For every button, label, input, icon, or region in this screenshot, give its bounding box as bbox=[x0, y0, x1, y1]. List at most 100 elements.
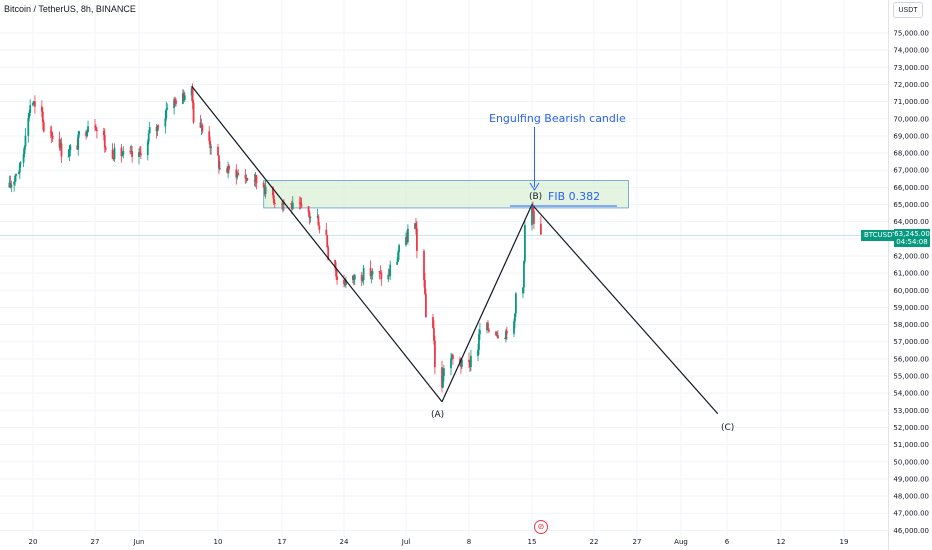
candle-body bbox=[10, 184, 13, 188]
candle-body bbox=[334, 260, 337, 268]
candle-body bbox=[253, 180, 256, 182]
price-axis-label: 53,000.00 bbox=[893, 407, 929, 415]
candle-body bbox=[532, 206, 534, 211]
candle-body bbox=[506, 330, 508, 334]
price-axis-label: 75,000.00 bbox=[893, 30, 929, 38]
time-axis-label: 20 bbox=[29, 538, 38, 546]
candle-body bbox=[460, 364, 462, 367]
candle-body bbox=[244, 175, 247, 179]
candle-body bbox=[336, 276, 338, 280]
candle-body bbox=[308, 212, 311, 218]
candle-body bbox=[272, 195, 275, 203]
price-axis-label: 59,000.00 bbox=[893, 304, 929, 312]
candle-body bbox=[477, 349, 479, 356]
price-axis-label: 55,000.00 bbox=[893, 373, 929, 381]
candle-body bbox=[281, 203, 283, 206]
candle-body bbox=[245, 177, 248, 179]
candle-body bbox=[405, 237, 407, 246]
candle-body bbox=[327, 247, 330, 261]
candle-body bbox=[34, 101, 36, 107]
candle-body bbox=[264, 186, 267, 195]
candle-body bbox=[192, 102, 195, 123]
price-axis-label: 54,000.00 bbox=[893, 390, 929, 398]
resistance-zone[interactable] bbox=[263, 180, 629, 209]
candle-body bbox=[414, 223, 416, 229]
price-axis-label: 65,000.00 bbox=[893, 201, 929, 209]
candle-body bbox=[51, 135, 54, 139]
wave-line[interactable] bbox=[441, 204, 533, 402]
candle-body bbox=[396, 261, 399, 265]
candle-body bbox=[505, 330, 507, 339]
candle-body bbox=[15, 174, 17, 176]
fib-label: FIB 0.382 bbox=[548, 190, 600, 203]
candle-body bbox=[442, 376, 444, 388]
candle-body bbox=[199, 122, 202, 128]
candles bbox=[8, 83, 542, 393]
candle-body bbox=[17, 172, 20, 175]
currency-button[interactable]: USDT bbox=[893, 2, 923, 18]
candle-body bbox=[423, 250, 425, 281]
candle-body bbox=[18, 163, 21, 173]
candle-body bbox=[111, 149, 114, 159]
candle-body bbox=[387, 274, 390, 280]
candle-body bbox=[76, 145, 79, 150]
candle-body bbox=[227, 166, 229, 173]
wave-lines[interactable] bbox=[191, 85, 719, 415]
candle-body bbox=[155, 127, 158, 132]
candle-body bbox=[138, 152, 140, 157]
time-axis-label: 19 bbox=[840, 538, 849, 546]
candle-body bbox=[103, 135, 106, 148]
wave-line[interactable] bbox=[531, 204, 719, 415]
countdown-timer: 04:54:08 bbox=[896, 238, 928, 246]
candle-body bbox=[495, 331, 497, 336]
candle-body bbox=[219, 168, 221, 170]
candle-body bbox=[273, 202, 276, 204]
candle-body bbox=[95, 126, 97, 131]
candle-body bbox=[59, 143, 62, 148]
candle-body bbox=[371, 271, 374, 275]
candle-body bbox=[87, 126, 89, 132]
price-axis-label: 46,000.00 bbox=[893, 527, 929, 535]
symbol-title[interactable]: Bitcoin / TetherUS, 8h, BINANCE bbox=[4, 4, 136, 14]
price-axis-label: 62,000.00 bbox=[893, 252, 929, 260]
candle-body bbox=[326, 234, 329, 248]
time-axis[interactable]: 20 27 Jun 10 17 24 Jul 8 15 22 27 Aug 6 12 19 bbox=[29, 538, 849, 546]
price-axis[interactable]: 75,000.00 74,000.00 73,000.00 72,000.00 71,0… bbox=[893, 30, 929, 535]
candle-body bbox=[69, 145, 72, 151]
candle-body bbox=[450, 358, 452, 369]
candle-body bbox=[335, 267, 337, 277]
candle-body bbox=[22, 154, 25, 163]
candle-body bbox=[469, 362, 471, 368]
candle-body bbox=[208, 131, 211, 141]
candle-body bbox=[77, 134, 80, 150]
candle-body bbox=[263, 187, 266, 195]
candle-body bbox=[522, 287, 524, 294]
candle-body bbox=[33, 101, 35, 103]
candle-body bbox=[9, 182, 12, 188]
candle-body bbox=[218, 155, 220, 169]
candle-body bbox=[369, 267, 372, 276]
candle-body bbox=[181, 93, 184, 104]
price-axis-label: 58,000.00 bbox=[893, 321, 929, 329]
time-axis-label: Jul bbox=[401, 538, 411, 546]
candle-body bbox=[523, 261, 525, 288]
candle-body bbox=[370, 274, 373, 276]
price-axis-label: 66,000.00 bbox=[893, 184, 929, 192]
candle-body bbox=[148, 127, 151, 134]
candle-body bbox=[531, 206, 533, 226]
candle-body bbox=[200, 124, 203, 128]
candle-body bbox=[533, 210, 535, 224]
candle-body bbox=[19, 162, 22, 164]
candle-body bbox=[50, 132, 53, 136]
candle-body bbox=[49, 131, 52, 133]
price-axis-label: 61,000.00 bbox=[893, 270, 929, 278]
price-axis-label: 67,000.00 bbox=[893, 167, 929, 175]
wave-line[interactable] bbox=[191, 85, 443, 403]
candle-body bbox=[113, 147, 116, 159]
time-axis-label: 27 bbox=[633, 538, 642, 546]
tradingview-logo-icon[interactable]: ⊘ bbox=[534, 520, 548, 534]
candle-body bbox=[307, 206, 310, 213]
candle-body bbox=[416, 228, 418, 251]
